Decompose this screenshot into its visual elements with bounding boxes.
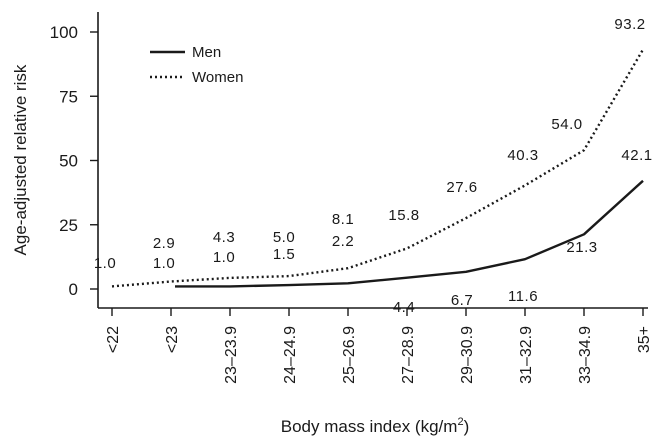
- x-tick-label: 23–23.9: [223, 326, 240, 384]
- y-tick-label: 75: [59, 87, 78, 106]
- data-label-women: 4.3: [213, 229, 235, 246]
- x-tick-label: 31–32.9: [518, 326, 535, 384]
- data-label-men: 1.5: [273, 246, 295, 263]
- data-label-men: 1.0: [213, 249, 235, 266]
- data-label-men: 6.7: [451, 292, 473, 309]
- data-label-men: 1.0: [153, 255, 175, 272]
- data-label-women: 2.9: [153, 235, 175, 252]
- x-axis-title-sup: 2: [457, 416, 463, 428]
- x-axis-title-end: ): [464, 417, 470, 436]
- y-tick-label: 25: [59, 216, 78, 235]
- x-tick-label: 33–34.9: [577, 326, 594, 384]
- x-tick-label: <23: [164, 326, 181, 353]
- x-tick-label: 25–26.9: [341, 326, 358, 384]
- series-lines: [111, 48, 645, 288]
- x-tick-label: 29–30.9: [459, 326, 476, 384]
- legend: Men Women: [150, 44, 243, 86]
- y-tick-label: 0: [69, 280, 78, 299]
- data-label-women: 5.0: [273, 229, 295, 246]
- data-label-women: 93.2: [614, 16, 645, 33]
- x-tick-label: <22: [105, 326, 122, 353]
- y-ticks: 0 25 50 75 100: [50, 23, 98, 299]
- data-label-men: 2.2: [332, 233, 354, 250]
- y-tick-label: 50: [59, 152, 78, 171]
- data-label-women: 8.1: [332, 211, 354, 228]
- y-axis-title: Age-adjusted relative risk: [11, 64, 30, 255]
- x-axis-title-base: Body mass index (kg/m: [281, 417, 458, 436]
- x-ticks: <22 <23 23–23.9 24–24.9 25–26.9 27–28.9 29–30.…: [105, 308, 653, 384]
- x-tick-label: 35+: [636, 326, 653, 353]
- data-label-women: 15.8: [388, 207, 419, 224]
- x-axis-title: Body mass index (kg/m2): [281, 416, 469, 436]
- legend-label-men: Men: [192, 44, 221, 61]
- legend-label-women: Women: [192, 69, 243, 86]
- y-tick-label: 100: [50, 23, 78, 42]
- data-label-men: 11.6: [508, 288, 538, 305]
- data-label-women: 1.0: [94, 255, 116, 272]
- data-label-men: 4.4: [393, 299, 415, 316]
- data-labels: 1.0 1.0 1.5 2.2 4.4 6.7 11.6 21.3 42.1 1.0 2.9 4.3 5…: [94, 16, 652, 316]
- data-label-women: 27.6: [446, 179, 477, 196]
- data-label-women: 54.0: [551, 116, 582, 133]
- data-label-men: 42.1: [621, 147, 652, 164]
- x-tick-label: 24–24.9: [282, 326, 299, 384]
- series-line-men: [175, 179, 644, 288]
- x-tick-label: 27–28.9: [400, 326, 417, 384]
- data-label-men: 21.3: [566, 239, 597, 256]
- data-label-women: 40.3: [507, 147, 538, 164]
